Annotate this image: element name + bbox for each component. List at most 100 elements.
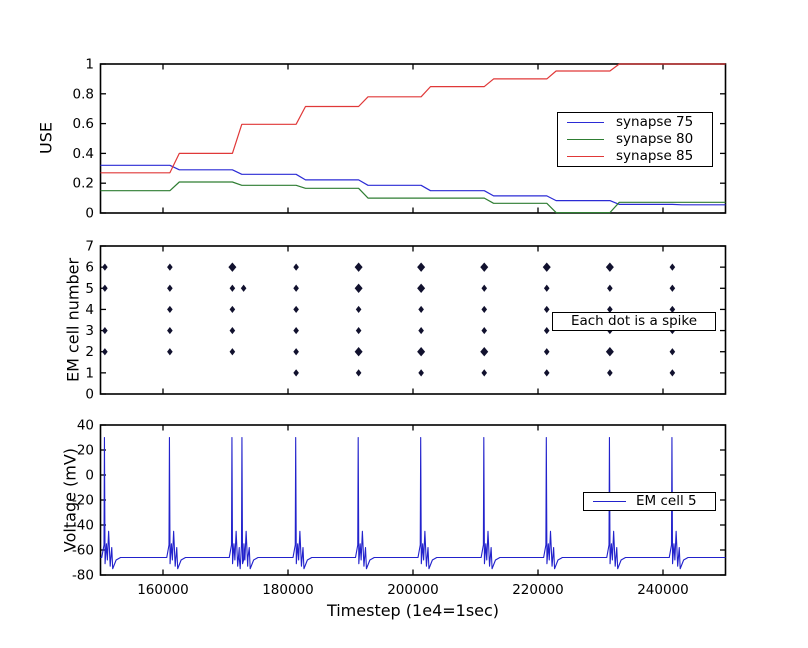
spike-dot bbox=[229, 305, 236, 314]
spike-dot bbox=[293, 326, 299, 335]
spike-dot bbox=[605, 262, 614, 272]
x-tick-label: 180000 bbox=[262, 582, 314, 598]
spike-dot bbox=[481, 284, 488, 292]
y-tick-label: -60 bbox=[72, 543, 94, 559]
top-plot-ylabel: USE bbox=[36, 122, 56, 154]
y-tick-label: 2 bbox=[85, 344, 94, 360]
spike-dot bbox=[607, 305, 613, 314]
y-tick-label: -20 bbox=[72, 493, 94, 509]
legend-item: EM cell 5 bbox=[584, 493, 715, 510]
bottom-plot-ylabel: Voltage (mV) bbox=[60, 447, 80, 553]
legend-item: synapse 75 bbox=[558, 114, 712, 131]
spike-dot bbox=[480, 262, 489, 272]
x-tick-label: 220000 bbox=[512, 582, 564, 598]
y-tick-label: -80 bbox=[72, 568, 94, 584]
spike-dot bbox=[228, 262, 237, 272]
spike-dot bbox=[418, 305, 424, 314]
x-axis-label: Timestep (1e4=1sec) bbox=[326, 601, 500, 620]
y-tick-label: 20 bbox=[77, 443, 94, 459]
spike-dot bbox=[355, 305, 362, 314]
x-tick-label: 240000 bbox=[637, 582, 689, 598]
y-tick-label: 4 bbox=[85, 302, 94, 318]
y-tick-label: 0.4 bbox=[73, 146, 94, 162]
spike-dot bbox=[355, 369, 362, 377]
y-tick-label: 6 bbox=[85, 260, 94, 276]
spike-dot bbox=[481, 305, 488, 314]
spike-dot bbox=[607, 284, 613, 292]
bottom-plot-legend: EM cell 5 bbox=[583, 492, 716, 511]
spike-dot bbox=[480, 347, 489, 357]
spike-dot bbox=[167, 305, 173, 314]
y-tick-label: 0.2 bbox=[73, 176, 94, 192]
spike-dot bbox=[542, 262, 551, 272]
spike-dot bbox=[417, 262, 426, 272]
y-tick-label: 7 bbox=[85, 239, 94, 255]
spike-dot bbox=[543, 369, 550, 377]
spike-dot bbox=[102, 263, 108, 271]
legend-line-swatch-synapse-75 bbox=[567, 122, 604, 123]
spike-dot bbox=[481, 326, 488, 335]
spike-dot bbox=[354, 347, 363, 357]
top-plot-axes: 0 0.2 0.4 0.6 0.8 1 bbox=[73, 57, 727, 222]
spike-dot bbox=[669, 263, 676, 271]
spike-dot bbox=[543, 284, 550, 292]
spike-dot bbox=[417, 283, 426, 293]
spike-dot bbox=[102, 326, 108, 335]
middle-plot-axes: 0 1 2 3 4 5 6 7 bbox=[85, 239, 727, 403]
use-line bbox=[100, 164, 726, 206]
spike-dot bbox=[481, 369, 488, 377]
spike-dot bbox=[418, 326, 424, 335]
spike-dot bbox=[240, 284, 247, 292]
spike-dot bbox=[543, 305, 550, 314]
legend-line-swatch-synapse-85 bbox=[567, 156, 604, 157]
spike-dot bbox=[167, 263, 173, 271]
y-tick-label: 0 bbox=[85, 468, 94, 484]
spike-dot bbox=[354, 283, 363, 293]
y-tick-label: 0 bbox=[85, 387, 94, 403]
spike-dot bbox=[543, 348, 550, 356]
spike-dot bbox=[543, 326, 550, 335]
spike-dot bbox=[669, 348, 676, 356]
spike-dot bbox=[102, 348, 108, 356]
spike-dot bbox=[293, 369, 299, 377]
spike-dot bbox=[417, 347, 426, 357]
spike-dot bbox=[293, 284, 299, 292]
voltage-trace bbox=[100, 436, 726, 570]
y-tick-label: 40 bbox=[77, 418, 94, 434]
x-tick-label: 200000 bbox=[387, 582, 439, 598]
spike-dot bbox=[354, 262, 363, 272]
y-tick-label: 0.8 bbox=[73, 86, 94, 102]
middle-plot-ylabel: EM cell number bbox=[63, 257, 83, 383]
legend-line-swatch-synapse-80 bbox=[567, 139, 604, 140]
legend-label: synapse 75 bbox=[616, 114, 694, 130]
spike-dot bbox=[418, 369, 424, 377]
legend-item: synapse 80 bbox=[558, 131, 712, 148]
spike-dot bbox=[293, 305, 299, 314]
legend-item: synapse 85 bbox=[558, 148, 712, 165]
spike-dot bbox=[669, 284, 676, 292]
use-lines bbox=[100, 63, 726, 214]
spike-dot bbox=[669, 305, 676, 314]
y-tick-label: 0.6 bbox=[73, 116, 94, 132]
spike-dot bbox=[167, 348, 173, 356]
use-line bbox=[100, 63, 726, 174]
spike-dot bbox=[607, 369, 613, 377]
spike-dot bbox=[355, 326, 362, 335]
bottom-plot-axes: -80 -60 -40 -20 0 20 40 bbox=[72, 418, 727, 584]
y-tick-label: 0 bbox=[85, 206, 94, 222]
y-tick-label: -40 bbox=[72, 518, 94, 534]
spike-dot bbox=[229, 284, 236, 292]
legend-line-swatch-em-cell-5 bbox=[593, 501, 626, 502]
spike-dot bbox=[229, 348, 236, 356]
x-tick-label: 160000 bbox=[137, 582, 189, 598]
y-tick-label: 1 bbox=[85, 365, 94, 381]
legend-label: EM cell 5 bbox=[636, 493, 697, 509]
spike-annotation-box: Each dot is a spike bbox=[552, 312, 716, 331]
top-plot-legend: synapse 75 synapse 80 synapse 85 bbox=[557, 112, 713, 167]
spike-dot bbox=[167, 284, 173, 292]
spike-dot bbox=[102, 284, 108, 292]
spike-dot bbox=[167, 326, 173, 335]
spike-dot bbox=[229, 326, 236, 335]
